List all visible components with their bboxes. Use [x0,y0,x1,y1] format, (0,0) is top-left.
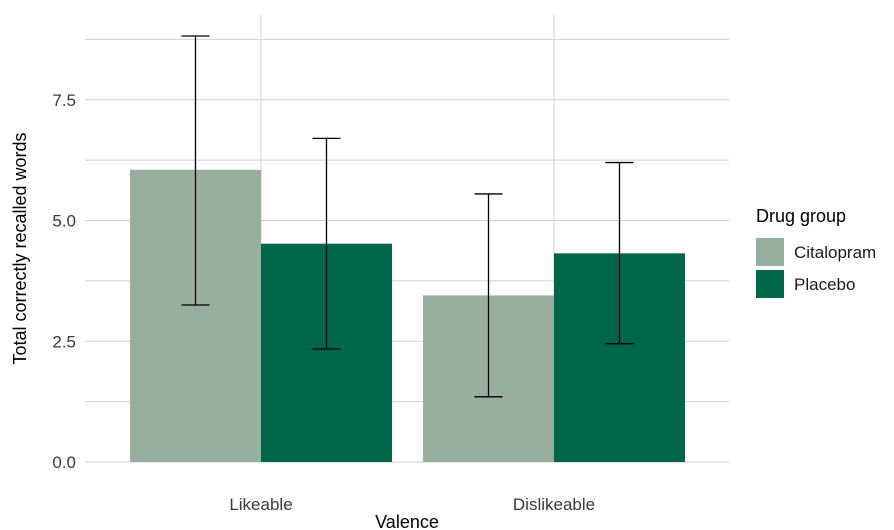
legend-swatch-placebo [756,270,784,298]
legend-label-citalopram: Citalopram [794,243,876,262]
y-axis-ticks: 0.0 2.5 5.0 7.5 [52,91,76,472]
y-tick-label: 0.0 [52,453,76,472]
bars [130,169,685,462]
legend-swatch-citalopram [756,238,784,266]
legend: Drug group Citalopram Placebo [756,206,876,298]
legend-title: Drug group [756,206,846,226]
legend-label-placebo: Placebo [794,275,855,294]
y-tick-label: 7.5 [52,91,76,110]
y-axis-title: Total correctly recalled words [10,132,30,364]
y-tick-label: 5.0 [52,212,76,231]
x-axis-title: Valence [375,512,439,530]
y-tick-label: 2.5 [52,332,76,351]
x-tick-label: Likeable [229,495,292,514]
x-axis-ticks: Likeable Dislikeable [229,495,595,514]
error-bars [181,35,634,398]
x-tick-label: Dislikeable [513,495,595,514]
